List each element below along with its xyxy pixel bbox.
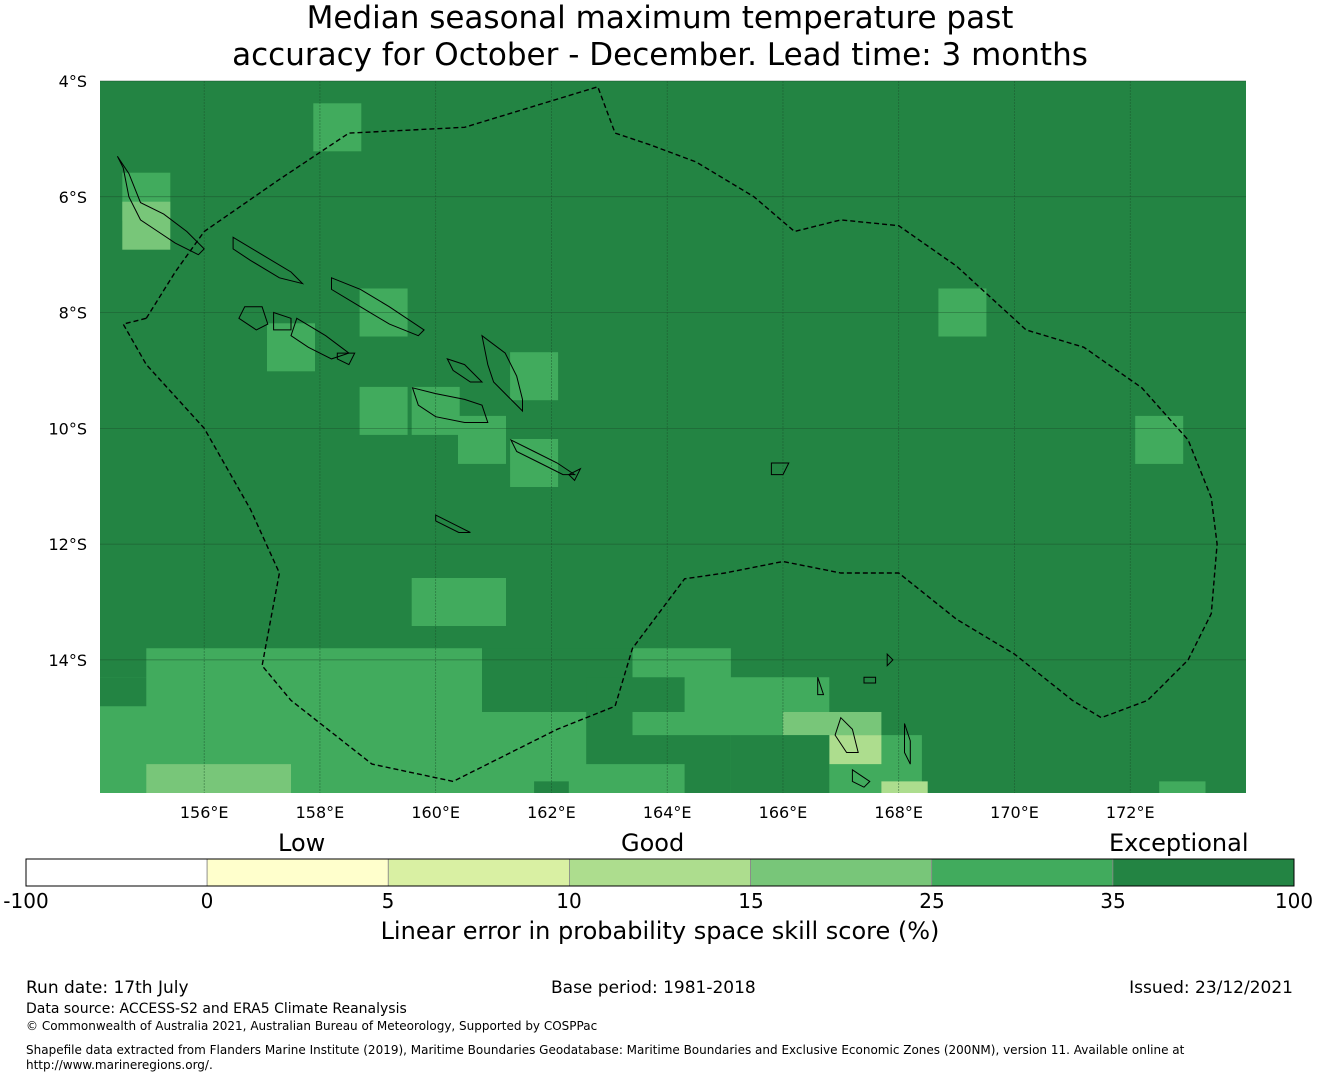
run-date: Run date: 17th July xyxy=(26,978,189,998)
island-outline xyxy=(817,677,825,696)
skill-cell xyxy=(122,201,171,250)
graticule xyxy=(100,80,1246,793)
skill-region xyxy=(881,781,928,793)
colorbar-swatch xyxy=(1112,858,1295,887)
skill-cell xyxy=(510,352,559,401)
colorbar-tick: 35 xyxy=(1100,889,1126,913)
colorbar-tick: 5 xyxy=(381,889,395,913)
skill-cell xyxy=(458,415,506,464)
island-outline xyxy=(863,676,877,684)
island-outline xyxy=(904,723,911,765)
skill-cell xyxy=(267,323,315,372)
colorbar-swatch xyxy=(206,858,389,887)
skill-region xyxy=(829,735,882,765)
skill-cell xyxy=(313,103,362,152)
colorbar-tick: 0 xyxy=(200,889,214,913)
issued-date: Issued: 23/12/2021 xyxy=(1129,978,1293,998)
lat-tick-label: 6°S xyxy=(59,188,87,207)
colorbar-tick: -100 xyxy=(3,889,49,913)
lon-tick-label: 162°E xyxy=(527,803,576,822)
lat-tick-label: 12°S xyxy=(48,535,87,554)
skill-cell xyxy=(458,578,506,626)
lon-tick-label: 172°E xyxy=(1106,803,1155,822)
base-period: Base period: 1981-2018 xyxy=(551,978,756,998)
island-outline xyxy=(331,277,425,337)
copyright: © Commonwealth of Australia 2021, Austra… xyxy=(26,1019,598,1033)
map-axes: 4°S 6°S 8°S 10°S 12°S 14°S 156°E 158°E 160°E 162°… xyxy=(48,72,1154,822)
island-outline xyxy=(834,716,859,753)
skill-region xyxy=(482,648,731,712)
shapefile-credit: Shapefile data extracted from Flanders M… xyxy=(26,1043,1185,1072)
lon-tick-label: 168°E xyxy=(874,803,923,822)
eez-boundary xyxy=(122,85,1218,783)
colorbar-tick: 15 xyxy=(738,889,764,913)
lat-tick-label: 14°S xyxy=(48,651,87,670)
skill-region xyxy=(783,712,882,736)
colorbar-tick: 100 xyxy=(1274,889,1314,913)
skill-cell xyxy=(359,386,408,435)
colorbar-swatch xyxy=(25,858,208,887)
island-outline xyxy=(435,514,471,533)
data-source: Data source: ACCESS-S2 and ERA5 Climate … xyxy=(26,1001,407,1017)
skill-cells xyxy=(100,81,1246,793)
skill-cell xyxy=(1135,415,1184,464)
island-outline xyxy=(232,236,305,285)
island-outline xyxy=(273,311,292,331)
skill-region xyxy=(100,648,922,793)
lat-tick-label: 4°S xyxy=(59,72,87,91)
island-outline xyxy=(411,387,489,423)
island-outline xyxy=(567,467,582,482)
colorbar-frame xyxy=(25,858,1295,887)
colorbar-swatch xyxy=(750,858,933,887)
map-title-line2: accuracy for October - December. Lead ti… xyxy=(232,37,1088,73)
island-outline xyxy=(851,768,871,788)
map-title: Median seasonal maximum temperature past… xyxy=(0,0,1320,74)
skill-region xyxy=(730,735,830,793)
skill-region xyxy=(146,764,291,793)
island-outline xyxy=(238,306,269,331)
colorbar-swatch xyxy=(569,858,751,887)
lat-tick-label: 8°S xyxy=(59,304,87,323)
colorbar-tick: 25 xyxy=(919,889,945,913)
map-title-line1: Median seasonal maximum temperature past xyxy=(306,0,1014,36)
lon-tick-label: 170°E xyxy=(990,803,1039,822)
coastlines xyxy=(116,156,911,788)
skill-region xyxy=(100,677,147,707)
colorbar-tick: 10 xyxy=(556,889,582,913)
island-outline xyxy=(116,156,205,256)
island-outline xyxy=(336,352,356,366)
lon-tick-label: 166°E xyxy=(759,803,808,822)
lon-tick-label: 158°E xyxy=(296,803,345,822)
skill-region xyxy=(1159,781,1206,793)
island-outline xyxy=(886,652,894,667)
island-outline xyxy=(446,358,484,383)
colorbar-swatch xyxy=(931,858,1114,887)
lon-tick-label: 164°E xyxy=(643,803,692,822)
eez-line xyxy=(122,85,1218,783)
category-good: Good xyxy=(621,829,685,857)
skill-cell xyxy=(510,439,559,487)
lon-tick-label: 160°E xyxy=(411,803,460,822)
colorbar-label: Linear error in probability space skill … xyxy=(380,917,940,945)
island-outline xyxy=(290,317,350,360)
colorbar xyxy=(25,858,1295,887)
colorbar-swatch xyxy=(387,858,570,887)
lat-tick-label: 10°S xyxy=(48,419,87,438)
island-outline xyxy=(481,334,523,413)
island-outline xyxy=(770,462,790,476)
category-exceptional: Exceptional xyxy=(1109,829,1249,857)
lon-tick-label: 156°E xyxy=(180,803,229,822)
category-low: Low xyxy=(278,829,326,857)
